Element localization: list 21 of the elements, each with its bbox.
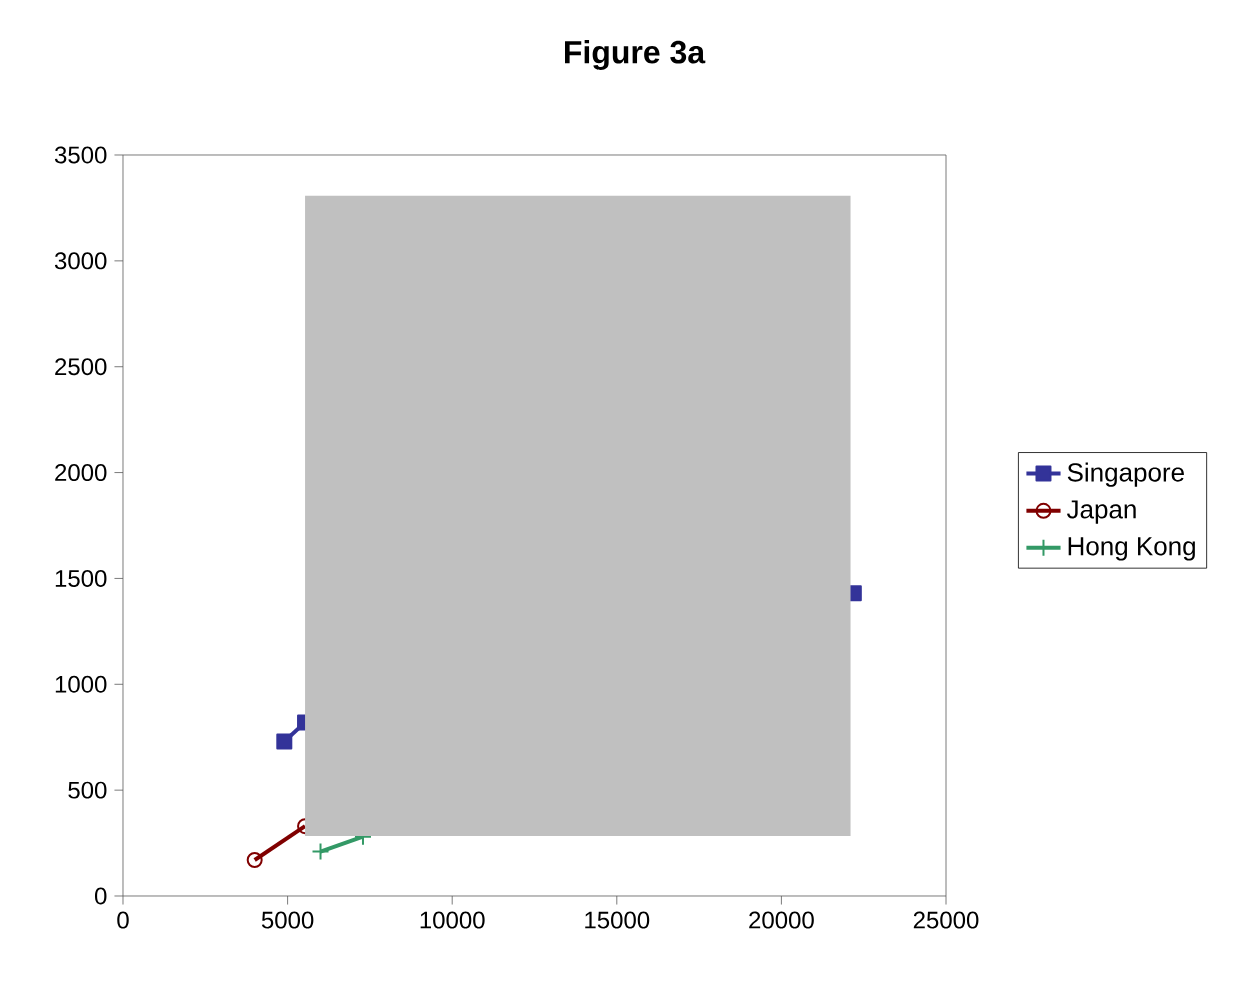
y-tick-label: 1000 — [55, 675, 107, 693]
legend-label: Japan — [1066, 500, 1136, 524]
point — [246, 852, 263, 869]
x-tick-label: 0 — [117, 911, 129, 929]
point — [311, 842, 330, 861]
chart-title: Figure 3a — [565, 40, 706, 70]
y-tick-label: 0 — [94, 887, 107, 905]
x-tick-label: 10000 — [420, 911, 485, 929]
y-tick-label: 2500 — [55, 358, 107, 376]
legend-label: Singapore — [1067, 462, 1184, 487]
y-tick-label: 2000 — [55, 464, 107, 482]
y-tick-label: 1500 — [55, 569, 107, 587]
x-tick-label: 25000 — [913, 911, 979, 929]
y-tick-label: 3500 — [54, 146, 107, 164]
point — [276, 733, 293, 750]
x-tick-label: 15000 — [585, 911, 650, 929]
x-tick-label: 5000 — [261, 911, 314, 929]
y-tick-label: 3000 — [54, 252, 107, 270]
x-tick-label: 20000 — [749, 911, 814, 929]
y-tick-label: 500 — [68, 781, 107, 799]
legend-label: Hong Kong — [1068, 537, 1195, 561]
